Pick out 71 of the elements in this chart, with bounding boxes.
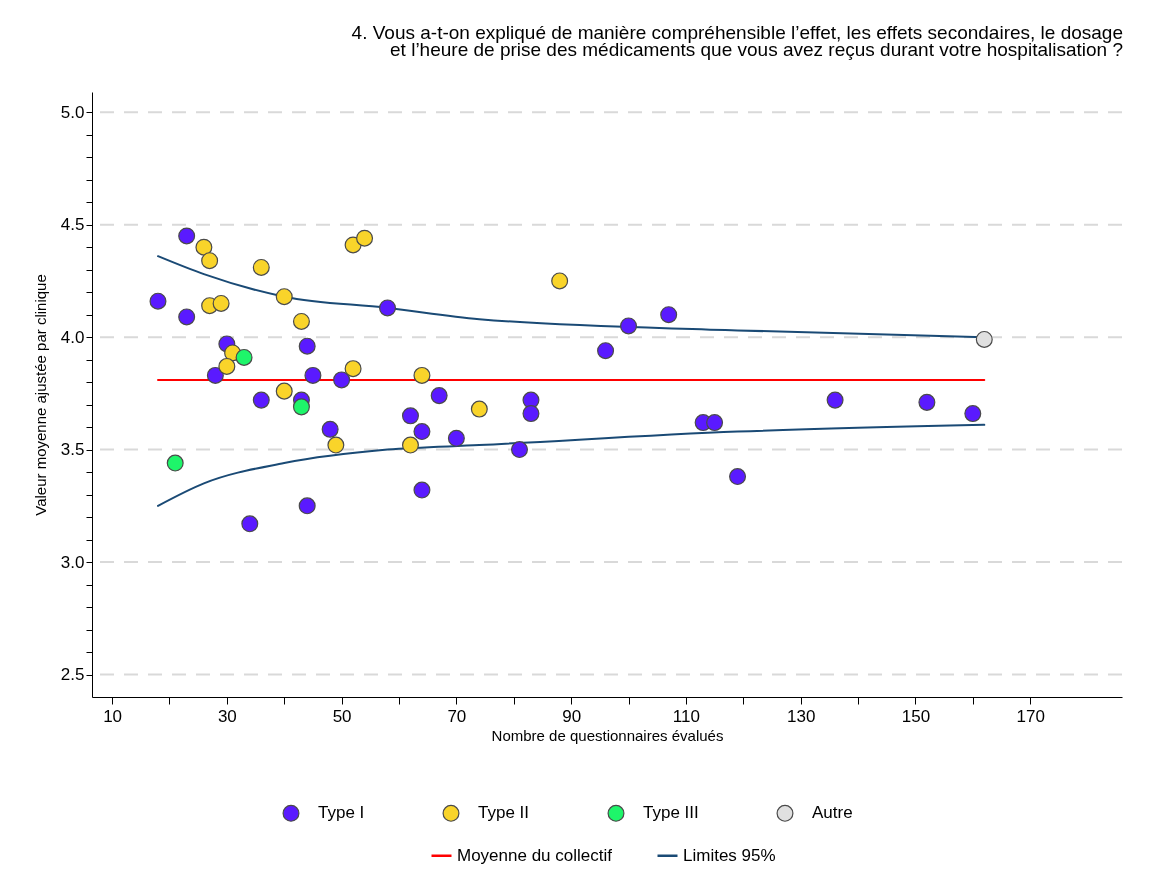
point xyxy=(356,229,374,247)
point xyxy=(597,342,615,360)
legend-label: Type III xyxy=(643,803,699,823)
point xyxy=(292,312,310,330)
y-tick-label: 2.5 xyxy=(60,665,85,685)
point xyxy=(522,405,540,423)
y-tick-label: 5.0 xyxy=(60,102,85,122)
legend-label: Type I xyxy=(318,803,365,823)
x-tick-label: 110 xyxy=(672,706,700,726)
x-tick-label: 130 xyxy=(786,706,816,726)
y-tick-label: 3.0 xyxy=(60,552,85,572)
point xyxy=(298,337,316,355)
point xyxy=(379,299,397,317)
point xyxy=(620,317,638,335)
point xyxy=(275,288,293,306)
legend-label: Limites 95% xyxy=(683,845,776,865)
point xyxy=(212,294,230,312)
point xyxy=(149,292,167,310)
point xyxy=(321,420,339,438)
point xyxy=(178,308,196,326)
x-tick-label: 90 xyxy=(562,706,582,726)
point xyxy=(252,258,270,276)
point xyxy=(275,382,293,400)
x-tick-label: 30 xyxy=(217,706,237,726)
y-tick-label: 3.5 xyxy=(60,440,85,460)
point xyxy=(964,405,982,423)
point xyxy=(333,371,351,389)
x-tick-label: 150 xyxy=(901,706,931,726)
line-series xyxy=(156,423,986,507)
point xyxy=(660,306,678,324)
point xyxy=(430,387,448,405)
point xyxy=(201,252,219,270)
y-axis-title: Valeur moyenne ajustée par clinique xyxy=(31,274,49,516)
point xyxy=(975,330,993,348)
point xyxy=(413,423,431,441)
y-tick-label: 4.5 xyxy=(60,215,85,235)
point xyxy=(447,429,465,447)
point xyxy=(292,398,310,416)
point xyxy=(413,481,431,499)
x-tick-label: 10 xyxy=(103,706,123,726)
point xyxy=(298,497,316,515)
point xyxy=(206,366,224,384)
text: 4. Vous a-t-on expliqué de manière compréhensible l’effet, les effets secondaires, le dosage xyxy=(351,22,1123,43)
x-tick-label: 70 xyxy=(447,706,467,726)
y-tick-label: 4.0 xyxy=(60,327,85,347)
x-tick-label: 50 xyxy=(332,706,352,726)
point xyxy=(241,515,259,533)
point xyxy=(195,238,213,256)
legend-label: Autre xyxy=(812,803,853,823)
x-tick-label: 170 xyxy=(1016,706,1045,726)
point xyxy=(826,391,844,409)
point xyxy=(510,441,528,459)
point xyxy=(401,407,419,425)
point xyxy=(218,357,236,375)
point xyxy=(344,360,362,378)
point xyxy=(706,414,724,432)
point xyxy=(918,393,936,411)
point xyxy=(235,348,253,366)
point xyxy=(729,468,747,486)
point xyxy=(327,436,345,454)
point xyxy=(470,400,488,418)
point xyxy=(178,227,196,245)
point xyxy=(401,436,419,454)
point xyxy=(413,366,431,384)
x-axis-title: Nombre de questionnaires évalués xyxy=(491,726,724,744)
point xyxy=(304,366,322,384)
legend-label: Type II xyxy=(478,803,530,823)
legend-label: Moyenne du collectif xyxy=(457,845,613,865)
point xyxy=(166,454,184,472)
point xyxy=(551,272,569,290)
point xyxy=(252,391,270,409)
